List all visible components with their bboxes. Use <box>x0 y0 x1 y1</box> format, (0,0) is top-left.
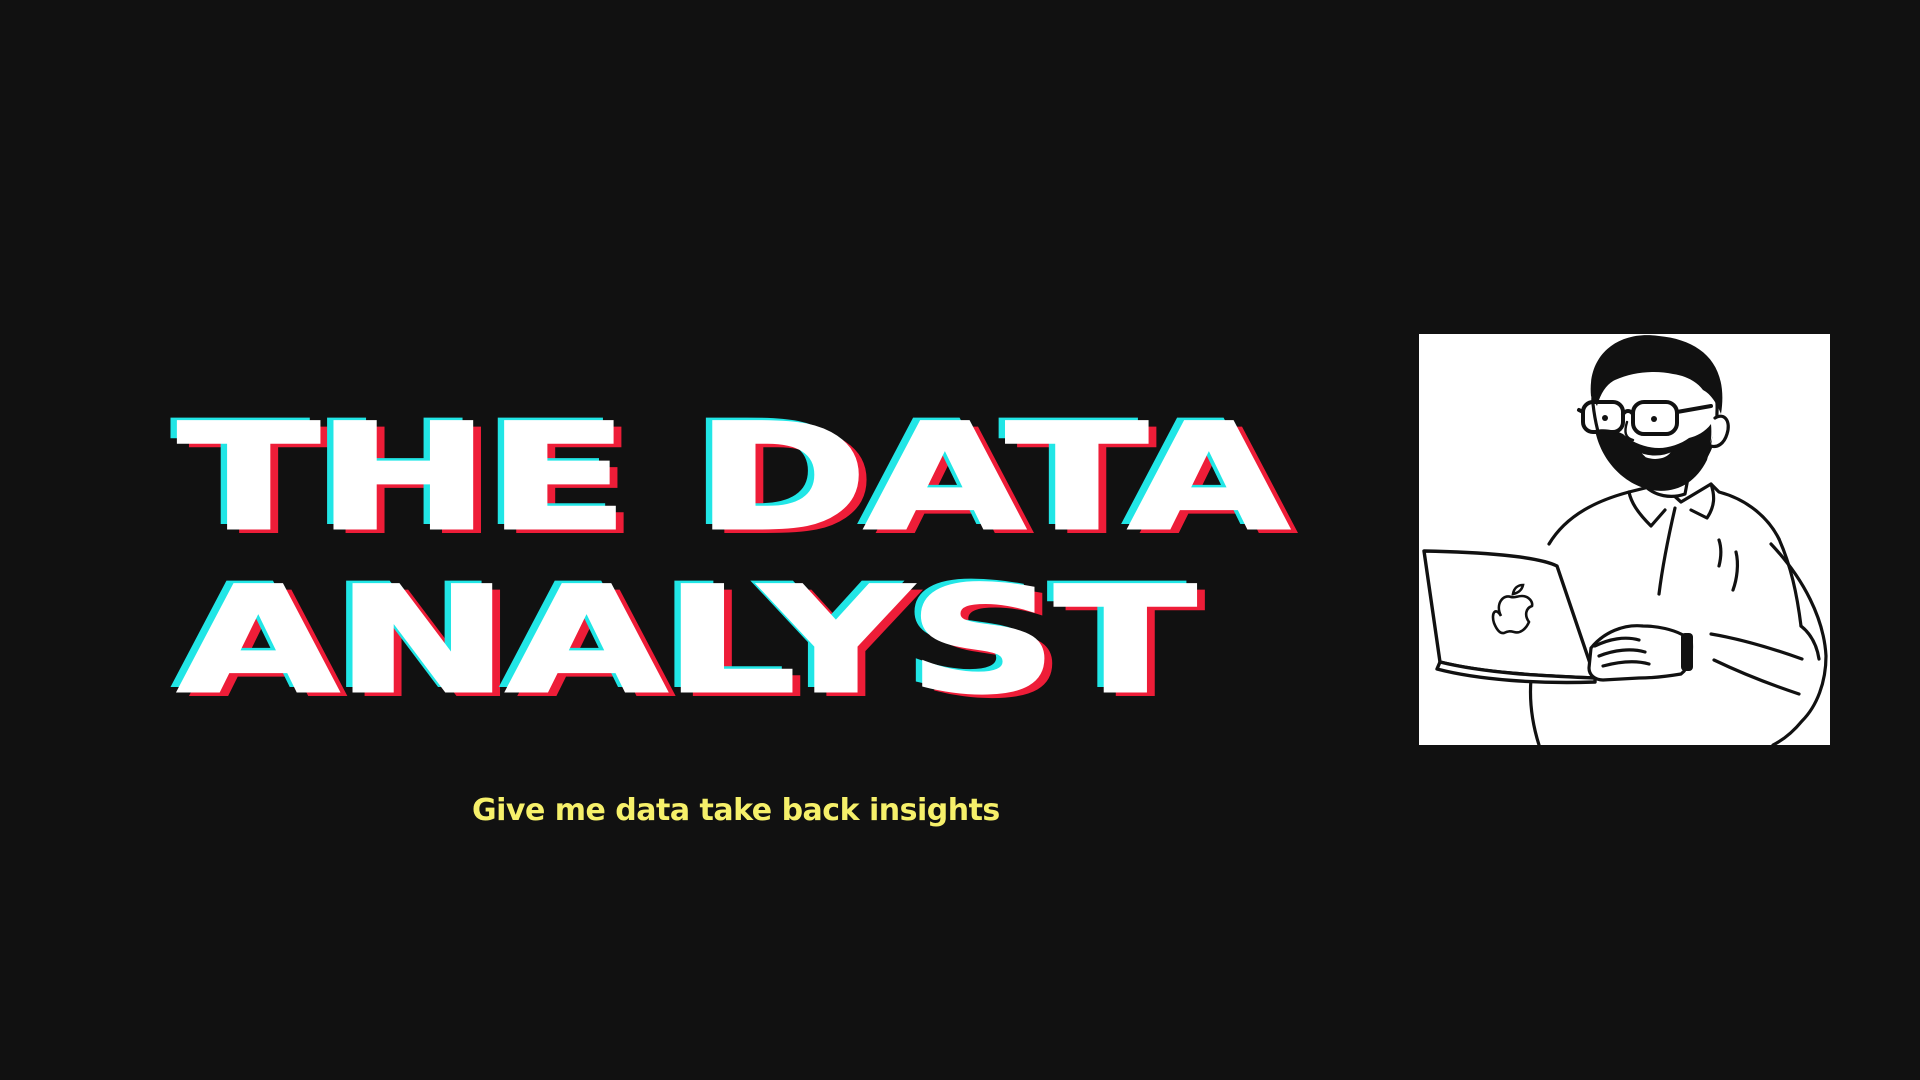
right-arm <box>1769 542 1828 745</box>
shirt-fold-2 <box>1717 538 1723 568</box>
ear-right <box>1709 414 1730 449</box>
forearm-right-lower <box>1712 658 1801 696</box>
finger-1 <box>1593 636 1641 648</box>
eyes <box>1602 415 1657 422</box>
shirt-left-hem <box>1528 677 1541 745</box>
sleeve-right <box>1777 537 1803 628</box>
laptop-base <box>1435 660 1597 685</box>
glasses-icon <box>1577 400 1713 436</box>
tagline: Give me data take back insights <box>472 793 1000 828</box>
forearm-right <box>1709 632 1804 661</box>
shirt-fold-1 <box>1731 550 1740 592</box>
shirt-collar-left <box>1627 490 1667 528</box>
finger-2 <box>1597 648 1647 658</box>
analyst-illustration <box>1419 334 1830 745</box>
shirt-collar-right <box>1689 482 1716 520</box>
sleeve-cuff <box>1799 624 1821 661</box>
placket <box>1657 506 1677 596</box>
title-line-2: ANALYST <box>176 556 1198 726</box>
hair <box>1590 335 1723 414</box>
nose <box>1624 420 1635 442</box>
watch <box>1681 633 1693 671</box>
analyst-illustration-svg <box>1422 335 1828 745</box>
mouth <box>1636 447 1676 461</box>
finger-3 <box>1601 660 1651 668</box>
apple-logo-icon <box>1491 583 1534 635</box>
title-line-1: THE DATA <box>176 393 1291 563</box>
